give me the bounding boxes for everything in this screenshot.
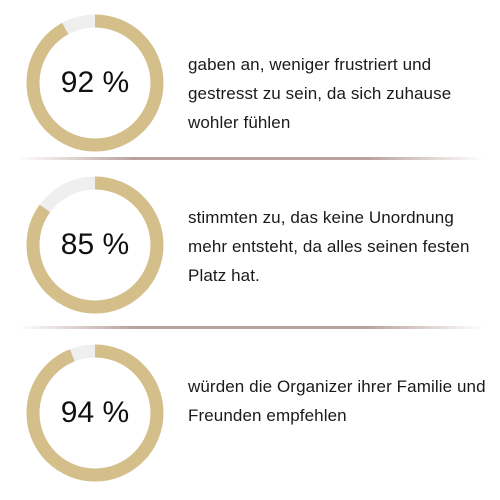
stat-item-1: 92 % gaben an, weniger frustriert und ge… bbox=[0, 8, 500, 168]
progress-ring-2: 85 % bbox=[20, 170, 170, 320]
progress-ring-fill-3 bbox=[26, 344, 164, 482]
stat-percentage-3: 94 % bbox=[60, 396, 130, 429]
stat-description-3: würden die Organizer ihrer Familie und F… bbox=[188, 377, 486, 425]
progress-ring-graphic-2 bbox=[26, 176, 164, 314]
stat-description-1: gaben an, weniger frustriert und gestres… bbox=[188, 55, 452, 132]
divider-1 bbox=[18, 157, 484, 160]
progress-ring-fill-1 bbox=[26, 14, 164, 152]
progress-ring-graphic-3 bbox=[26, 344, 164, 482]
stat-percentage-1: 92 % bbox=[60, 66, 130, 99]
progress-ring-1: 92 % bbox=[20, 8, 170, 158]
stat-item-2: 85 % stimmten zu, das keine Unordnung me… bbox=[0, 170, 500, 330]
stat-percentage-2: 85 % bbox=[60, 228, 130, 261]
progress-ring-3: 94 % bbox=[20, 338, 170, 488]
progress-ring-graphic-1 bbox=[26, 14, 164, 152]
stat-item-3: 94 % würden die Organizer ihrer Familie … bbox=[0, 338, 500, 498]
divider-2 bbox=[18, 326, 484, 329]
progress-ring-fill-2 bbox=[26, 176, 164, 314]
stat-description-2: stimmten zu, das keine Unordnung mehr en… bbox=[188, 208, 470, 285]
